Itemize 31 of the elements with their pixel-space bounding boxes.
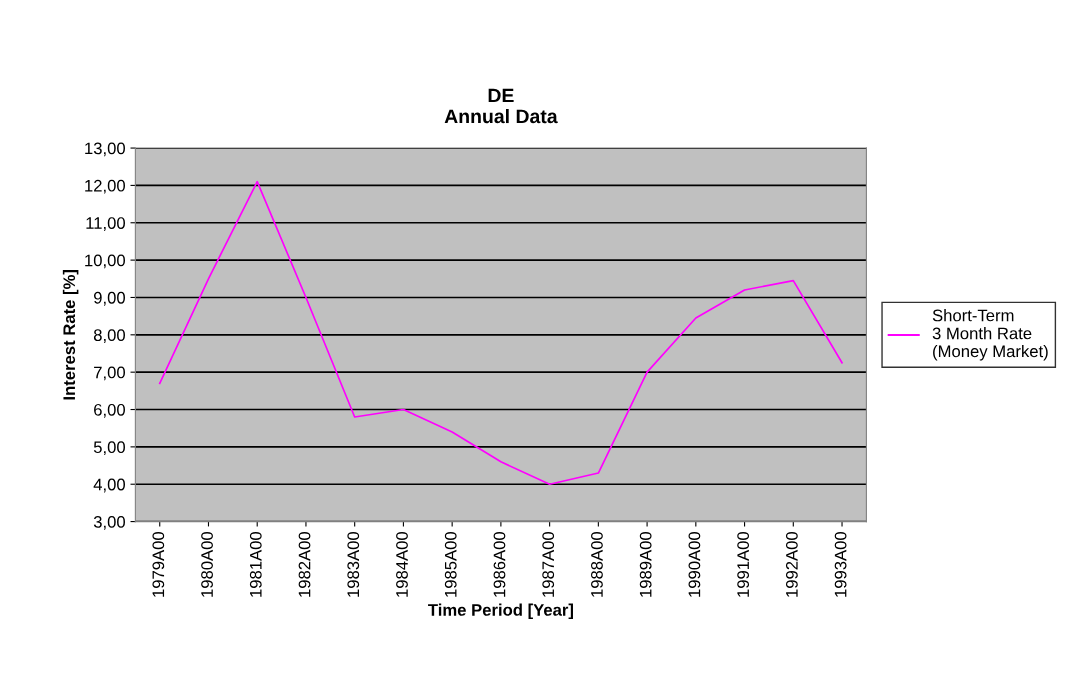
x-tick-label: 1984A00 [396, 531, 408, 597]
x-tick-label: 1990A00 [688, 531, 701, 597]
y-tick-label: 4,00 [93, 478, 125, 493]
x-tick-label: 1981A00 [249, 531, 262, 597]
x-axis-title: Time Period [Year] [428, 603, 573, 620]
x-tick-label: 1987A00 [542, 531, 555, 597]
x-tick-label: 1992A00 [785, 531, 798, 597]
line-series [158, 180, 843, 486]
y-tick-label: 11,00 [86, 217, 125, 231]
y-tick-label: 7,00 [94, 366, 125, 381]
y-tick-label: 6,00 [94, 403, 125, 418]
legend-label: Short-Term 3 Month Rate (Money Market) [932, 309, 1048, 361]
y-tick-label: 12,00 [85, 179, 125, 194]
y-tick-label: 10,00 [85, 254, 125, 269]
x-tick-label: 1986A00 [493, 531, 506, 597]
y-axis-title: Interest Rate [%] [62, 269, 79, 400]
x-tick-label: 1991A00 [737, 531, 750, 597]
x-tick-label: 1982A00 [298, 531, 311, 597]
x-tick-label: 1979A00 [152, 531, 165, 597]
y-tick-label: 3,00 [93, 515, 125, 530]
x-tick-label: 1989A00 [639, 531, 652, 597]
y-tick-label: 5,00 [93, 441, 125, 456]
y-tick-label: 8,00 [93, 329, 125, 343]
x-tick-label: 1980A00 [201, 531, 213, 597]
x-tick-label: 1985A00 [444, 531, 457, 597]
x-tick-label: 1988A00 [591, 531, 603, 597]
x-tick-label: 1993A00 [834, 531, 847, 597]
y-tick-label: 13,00 [85, 142, 125, 157]
chart-title: DE Annual Data [444, 88, 558, 124]
x-tick-label: 1983A00 [347, 531, 360, 597]
y-tick-label: 9,00 [94, 291, 125, 306]
